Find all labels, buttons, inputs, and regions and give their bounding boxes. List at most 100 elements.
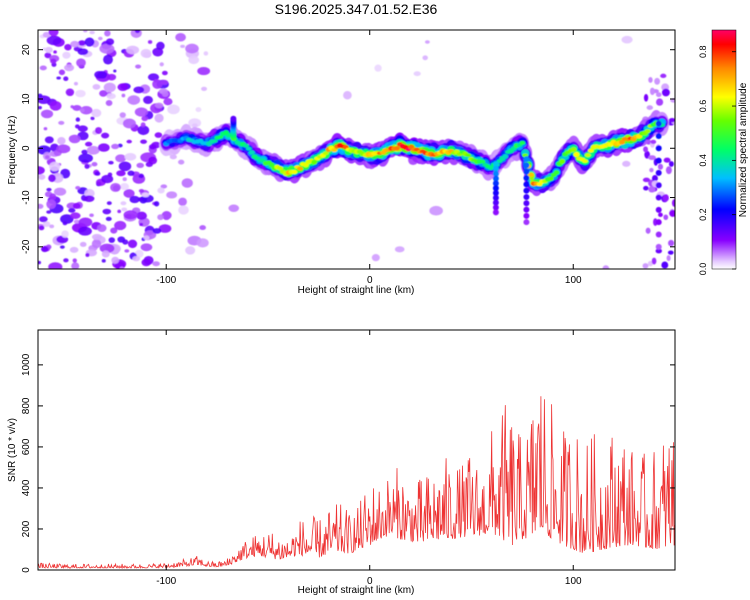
noise-blob [60,214,74,224]
ridge-streak [655,243,662,250]
noise-blob [180,44,185,48]
noise-blob [63,76,69,82]
noise-blob [118,161,132,172]
y-tick-label: 200 [21,520,32,537]
noise-blob [115,154,127,163]
x-tick-label: -100 [156,275,176,286]
noise-blob [105,216,112,222]
noise-blob [101,259,106,263]
noise-blob [169,154,177,160]
colorbar-tick-label: 0.2 [698,208,708,221]
noise-blob [48,174,56,182]
noise-blob [38,93,43,98]
y-tick-label: -10 [21,190,32,205]
ridge-blob [559,158,566,165]
noise-blob [76,58,86,68]
noise-blob [106,93,116,100]
noise-blob [140,48,152,58]
noise-blob [141,192,150,198]
noise-blob [94,171,101,176]
noise-blob [40,246,49,253]
spectrogram-frame [37,29,676,270]
noise-blob [140,122,146,128]
ridge-streak [492,194,499,201]
noise-blob [181,178,193,188]
noise-blob [42,31,51,38]
noise-blob [39,65,47,71]
noise-blob [154,132,163,138]
noise-blob [656,98,664,106]
spectrogram-blobs [38,30,675,269]
y-tick-label: 600 [21,438,32,455]
noise-blob [94,70,104,79]
noise-blob [429,205,443,216]
noise-blob [49,161,61,172]
noise-blob [97,36,103,41]
noise-blob [116,170,126,177]
snr-y-ticks: 0 200 400 600 800 1000 [21,353,675,573]
ridge-blob [291,169,298,175]
snr-panel: -100 0 100 0 200 400 600 800 1000 Height of str… [7,329,676,596]
noise-blob [156,41,165,50]
noise-blob [105,38,115,46]
ridge-blob [584,153,591,158]
noise-blob [84,141,93,147]
noise-blob [101,250,110,258]
noise-blob [106,201,112,205]
noise-blob [643,146,649,153]
noise-blob [157,214,164,221]
ridge-streak [523,206,530,213]
ridge-blob [331,148,338,153]
noise-blob [72,258,77,263]
noise-blob [651,257,657,265]
noise-blob [126,45,140,55]
ridge-blob [587,148,594,153]
noise-blob [48,262,63,269]
ridge-blob [311,159,318,165]
noise-blob [63,258,69,263]
noise-blob [75,89,86,98]
noise-blob [154,102,164,109]
spectrogram-x-ticks: -100 0 100 [156,30,582,286]
snr-frame [37,329,676,571]
noise-blob [201,86,208,91]
colorbar-tick-label: 0.4 [698,154,708,167]
noise-blob [132,256,141,262]
noise-blob [68,208,76,213]
noise-blob [77,125,88,132]
noise-blob [133,86,145,94]
noise-blob [43,127,48,131]
noise-blob [89,213,94,218]
noise-blob [140,139,148,144]
noise-blob [99,43,115,54]
noise-blob [147,40,153,44]
noise-blob [90,116,95,121]
ridge-blob [644,129,651,134]
noise-blob [73,219,80,224]
noise-blob [79,241,87,247]
noise-blob [134,249,144,258]
noise-blob [97,224,107,232]
y-tick-label: 0 [21,145,32,151]
ridge-blob [393,146,400,151]
noise-blob [160,184,168,189]
noise-blob [138,173,144,179]
noise-blob [71,262,80,269]
noise-blob [643,93,649,102]
noise-blob [141,115,149,122]
noise-blob [152,79,163,89]
noise-blob [59,245,65,249]
noise-blob [666,255,671,262]
noise-blob [602,265,610,269]
noise-blob [110,182,121,192]
noise-blob [649,87,655,96]
noise-blob [38,174,46,180]
ridge-streak [230,115,237,122]
noise-blob [92,84,101,90]
ridge-blob [245,146,252,151]
noise-blob [42,221,51,227]
ridge-blob [619,139,626,145]
y-tick-label: 800 [21,397,32,414]
noise-blob [58,120,65,125]
noise-blob [83,30,88,33]
